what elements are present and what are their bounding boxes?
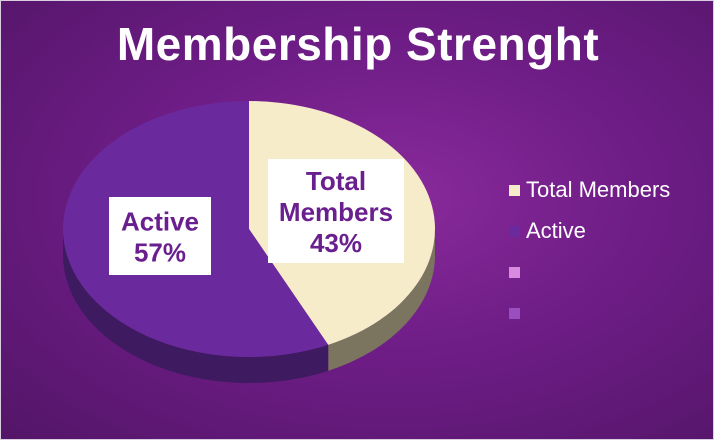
- legend-item-total-members: Total Members: [509, 177, 709, 202]
- chart-title: Membership Strenght: [116, 18, 600, 70]
- data-label-text: 57%: [134, 238, 186, 268]
- legend-label-active: Active: [526, 218, 586, 243]
- legend-swatch-total-members: [509, 184, 520, 196]
- data-label-text: 43%: [310, 228, 362, 258]
- chart-legend: Total Members Active: [509, 177, 709, 343]
- data-label-box: [109, 197, 211, 275]
- legend-item-empty-1: [509, 261, 709, 283]
- legend-swatch-empty-2: [509, 307, 520, 319]
- data-label-text: Members: [279, 197, 393, 227]
- legend-swatch-empty-1: [509, 266, 520, 278]
- data-label-text: Total: [306, 166, 366, 196]
- legend-label-total-members: Total Members: [526, 177, 671, 202]
- data-label-box: [268, 159, 404, 263]
- pie-side-active: [63, 229, 329, 384]
- data-label-text: Active: [121, 207, 199, 237]
- legend-swatch-active: [509, 225, 520, 237]
- pie-side-total-members: [328, 229, 435, 371]
- legend-item-empty-2: [509, 302, 709, 324]
- legend-item-active: Active: [509, 218, 709, 243]
